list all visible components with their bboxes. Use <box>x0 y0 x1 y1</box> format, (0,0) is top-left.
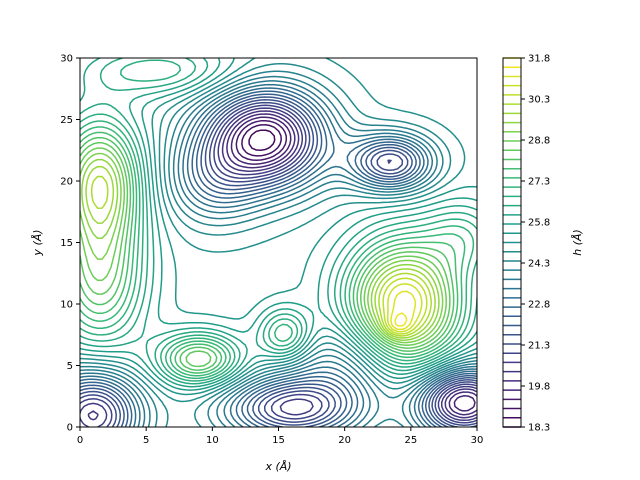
contour-level <box>235 119 288 162</box>
contour-level <box>386 283 423 333</box>
contour-level <box>80 90 477 427</box>
x-tick-label: 10 <box>206 435 219 446</box>
contour-level <box>80 70 477 427</box>
contour-level <box>80 87 477 427</box>
contour-level <box>80 101 477 427</box>
contour-level <box>80 104 477 427</box>
colorbar-tick-label: 30.3 <box>528 95 550 106</box>
contour-level <box>80 99 477 427</box>
y-tick-label: 10 <box>60 300 73 311</box>
contour-level <box>81 158 440 341</box>
contour-level <box>80 142 451 368</box>
x-tick-label: 20 <box>338 435 351 446</box>
colorbar-tick-label: 22.8 <box>528 300 550 311</box>
y-axis: 0 5 10 15 20 25 30 <box>60 54 80 434</box>
y-tick-label: 25 <box>60 115 73 126</box>
colorbar-tick-label: 21.3 <box>528 341 550 352</box>
colorbar-tick-label: 31.8 <box>528 54 550 65</box>
y-tick-label: 15 <box>60 238 73 249</box>
contour-level <box>80 58 477 391</box>
contour-level <box>80 136 455 371</box>
contour-level <box>80 147 447 346</box>
colorbar-tick-label: 24.3 <box>528 259 550 270</box>
colorbar <box>503 57 521 428</box>
colorbar-tick-label: 28.8 <box>528 136 550 147</box>
contour-level <box>80 131 459 374</box>
contour-level <box>80 58 477 385</box>
colorbar-tick-label: 25.8 <box>528 218 550 229</box>
x-tick-label: 5 <box>143 435 149 446</box>
contour-level <box>80 107 477 427</box>
contour-level <box>80 58 477 403</box>
y-tick-label: 30 <box>60 54 73 65</box>
x-tick-label: 30 <box>471 435 484 446</box>
colorbar-tick-label: 27.3 <box>528 177 550 188</box>
colorbar-ticks: 18.3 19.8 21.3 22.8 24.3 25.8 27.3 28.8 30.3 31.8 <box>521 54 550 434</box>
x-axis-label: x (Å) <box>264 460 291 473</box>
y-tick-label: 0 <box>67 423 73 434</box>
contour-level <box>80 75 477 427</box>
x-axis: 0 5 10 15 20 25 30 <box>77 427 484 446</box>
x-tick-label: 15 <box>272 435 285 446</box>
contour-level <box>80 59 477 382</box>
contour-level <box>85 165 436 339</box>
contour-level <box>80 93 477 427</box>
contour-level <box>80 120 475 380</box>
contour-level <box>390 290 417 331</box>
colorbar-frame <box>502 57 522 428</box>
contour-level <box>80 58 477 396</box>
contour-level <box>80 58 477 388</box>
contour-level <box>248 129 276 152</box>
contour-level <box>80 96 477 427</box>
contour-level <box>241 123 282 157</box>
x-tick-label: 25 <box>404 435 417 446</box>
contour-level <box>80 126 466 377</box>
contour-level <box>230 116 476 412</box>
y-tick-label: 20 <box>60 177 73 188</box>
y-tick-label: 5 <box>67 361 73 372</box>
y-axis-label: y (Å) <box>31 229 44 256</box>
contour-lines <box>80 58 477 427</box>
contour-level <box>90 175 432 337</box>
contour-level <box>80 62 477 427</box>
colorbar-label: h (Å) <box>571 229 584 256</box>
colorbar-tick-label: 18.3 <box>528 423 550 434</box>
contour-level <box>394 312 408 327</box>
contour-level <box>80 80 477 427</box>
contour-level <box>87 110 477 421</box>
contour-level <box>382 277 428 335</box>
contour-level <box>80 83 477 427</box>
colorbar-tick-label: 19.8 <box>528 382 550 393</box>
contour-level <box>226 113 477 416</box>
x-tick-label: 0 <box>77 435 83 446</box>
